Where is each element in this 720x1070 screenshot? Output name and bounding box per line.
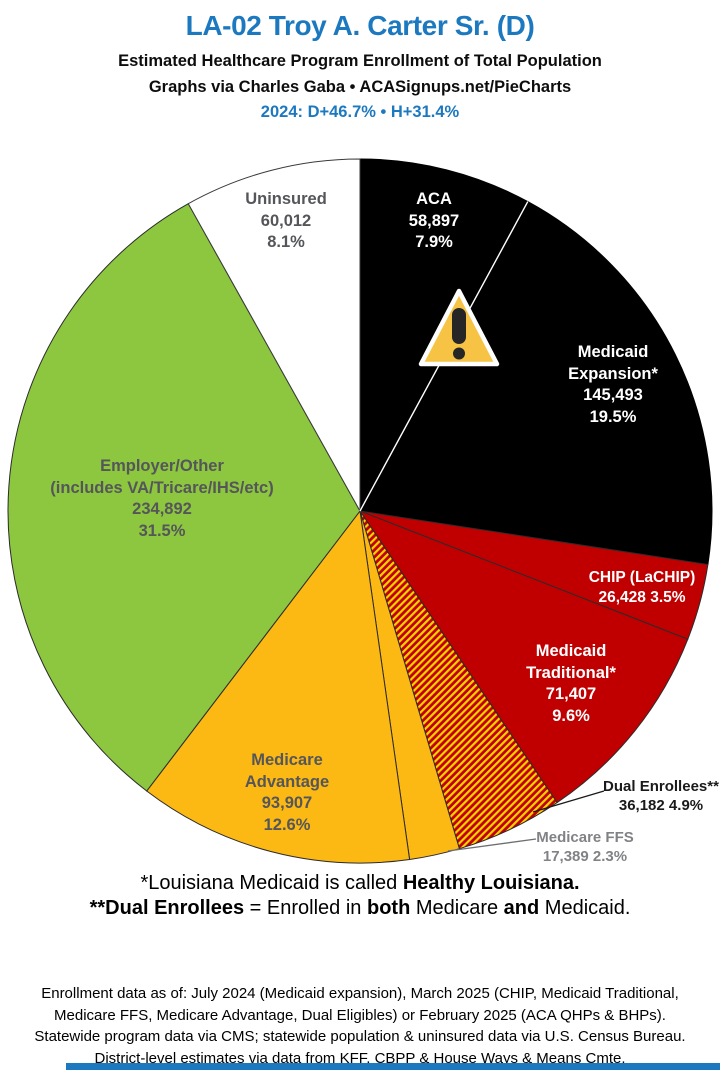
- callout-line-dual-enrollees: [532, 790, 605, 813]
- source-note-line-2: Medicare FFS, Medicare Advantage, Dual E…: [54, 1006, 666, 1024]
- slice-label-chip: CHIP (LaCHIP) 26,428 3.5%: [588, 569, 696, 606]
- slice-label-medicaid-expansion: Medicaid Expansion* 145,493 19.5%: [568, 343, 658, 426]
- pie-slice-uninsured: [187, 158, 361, 513]
- slice-label-medicare-advantage: Medicare Advantage 93,907 12.6%: [244, 751, 330, 834]
- slice-label-medicare-ffs: Medicare FFS 17,389 2.3%: [536, 829, 634, 865]
- source-note-line-4: District-level estimates via data from K…: [94, 1049, 626, 1067]
- callout-line-medicare-ffs: [447, 838, 537, 852]
- slice-label-dual-enrollees: Dual Enrollees** 36,182 4.9%: [603, 778, 719, 814]
- credit-line: Graphs via Charles Gaba • ACASignups.net…: [148, 78, 572, 96]
- source-note-line-1: Enrollment data as of: July 2024 (Medica…: [41, 985, 679, 1002]
- pie-slice-medicaid-traditional: [358, 509, 689, 804]
- slice-label-medicaid-traditional: Medicaid Traditional* 71,407 9.6%: [526, 642, 616, 725]
- pie-slice-medicare-advantage: [145, 509, 411, 864]
- partisan-lean-line: 2024: D+46.7% • H+31.4%: [260, 103, 460, 121]
- chart-subtitle: Estimated Healthcare Program Enrollment …: [118, 52, 602, 70]
- footer-accent-bar: [66, 1063, 720, 1070]
- page-title: LA-02 Troy A. Carter Sr. (D): [185, 10, 535, 41]
- pie-slice-employer-other: [7, 203, 361, 792]
- pie-slice-medicaid-expansion: [359, 200, 713, 566]
- source-note-line-3: Statewide program data via CMS; statewid…: [34, 1028, 686, 1045]
- footnote-dual-enrollees: **Dual Enrollees = Enrolled in both Medi…: [89, 897, 631, 919]
- slice-label-aca: ACA 58,897 7.9%: [408, 190, 460, 251]
- slice-label-employer-other: Employer/Other (includes VA/Tricare/IHS/…: [50, 457, 274, 540]
- footnote-medicaid-name: *Louisiana Medicaid is called Healthy Lo…: [140, 872, 580, 894]
- slice-label-uninsured: Uninsured 60,012 8.1%: [245, 190, 327, 251]
- warning-icon: [418, 288, 500, 367]
